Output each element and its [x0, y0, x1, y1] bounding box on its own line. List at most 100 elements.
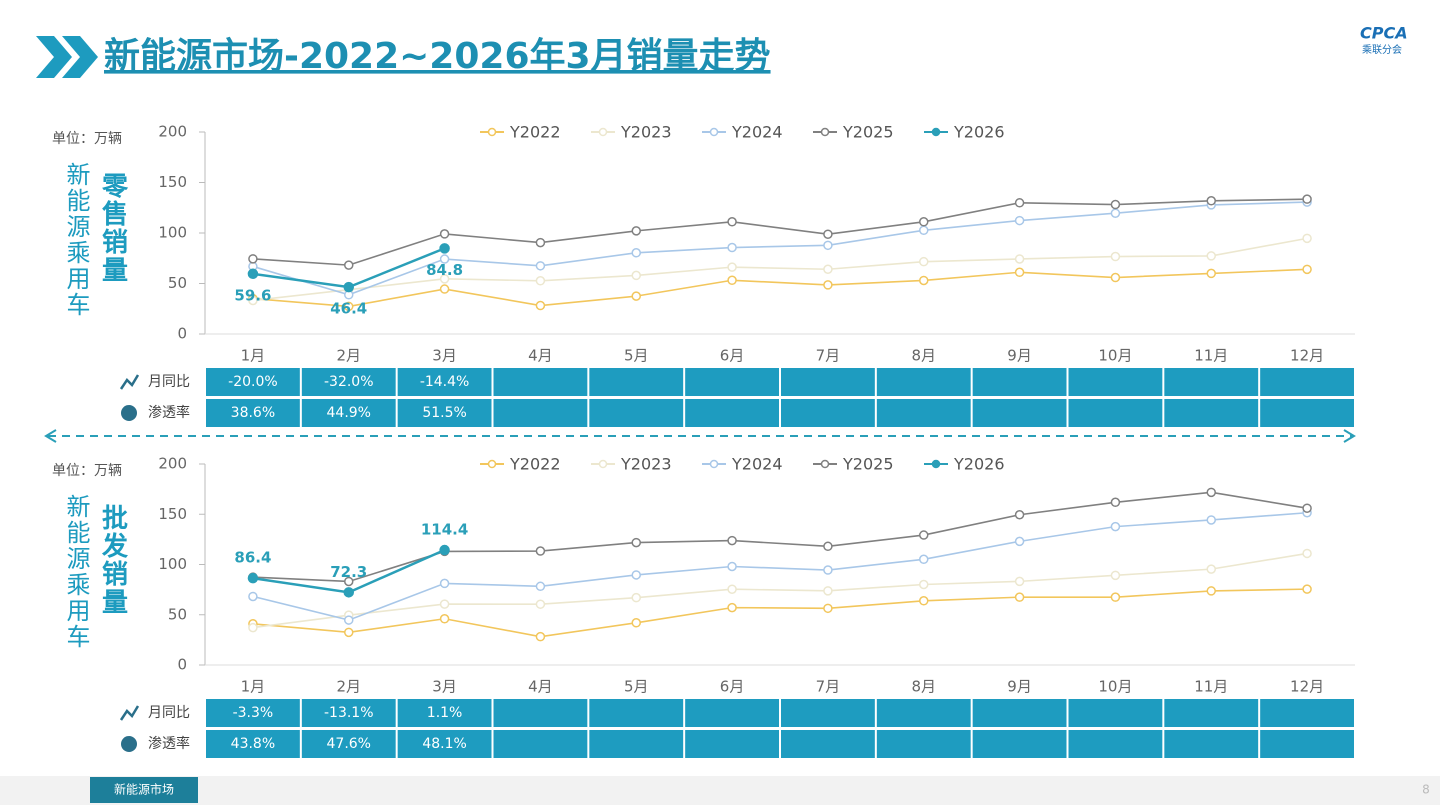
series-marker [823, 229, 833, 239]
legend-marker [820, 127, 830, 137]
y-tick-label: 200 [158, 123, 187, 141]
x-tick-label: 5月 [624, 347, 649, 365]
cell-value: 38.6% [231, 405, 275, 421]
divider-arrow [1343, 429, 1356, 443]
data-label: 46.4 [330, 300, 367, 318]
series-marker [919, 275, 929, 286]
legend-marker [931, 459, 941, 469]
legend-label: Y2022 [509, 123, 561, 142]
series-marker [1014, 592, 1025, 602]
y-tick-label: 0 [177, 325, 187, 343]
series-marker [919, 579, 929, 590]
series-marker [823, 541, 833, 552]
series-marker [247, 572, 259, 584]
series-marker [535, 631, 546, 642]
series-marker [727, 262, 737, 272]
footer-bar [0, 776, 1440, 805]
series-marker [248, 295, 258, 306]
data-label: 72.3 [330, 563, 367, 581]
x-tick-label: 4月 [528, 678, 553, 696]
series-marker [727, 242, 737, 253]
series-marker [823, 565, 833, 575]
series-marker [1014, 254, 1025, 264]
x-tick-label: 11月 [1194, 678, 1228, 696]
table-cell [1164, 399, 1259, 427]
series-marker [439, 243, 450, 254]
cell-value: 47.6% [327, 736, 371, 752]
series-marker [1110, 272, 1121, 283]
footer-tab-active[interactable] [90, 777, 198, 803]
table-cell [685, 730, 779, 758]
table-cell [876, 699, 971, 727]
slide-title: 新能源市场-2022~2026年3月销量走势 [104, 36, 771, 77]
divider-arrow [44, 429, 57, 443]
x-tick-label: 12月 [1290, 678, 1324, 696]
series-marker [535, 276, 546, 286]
series-marker [439, 274, 450, 284]
y-tick-label: 150 [158, 505, 187, 523]
row-icon [121, 405, 137, 421]
series-marker [631, 291, 641, 301]
table-cell [493, 730, 588, 758]
series-line [252, 198, 1308, 266]
legend-marker [931, 127, 941, 137]
series-marker [1014, 510, 1025, 520]
series-line [252, 511, 1308, 621]
legend-marker [487, 127, 497, 137]
table-cell [972, 399, 1067, 427]
cell-value: 48.1% [422, 736, 466, 752]
metric-label: 零售销量 [98, 172, 128, 284]
x-tick-label: 7月 [816, 347, 841, 365]
footer-tab-label[interactable]: 新能源市场 [114, 782, 174, 797]
series-marker [1110, 251, 1121, 262]
legend-marker [598, 459, 608, 469]
row-label: 渗透率 [148, 735, 190, 752]
series-marker [1206, 268, 1216, 279]
series-line [252, 268, 1308, 308]
series-marker [247, 268, 259, 280]
table-cell [589, 368, 684, 396]
legend-marker [709, 127, 719, 137]
table-cell [1164, 730, 1259, 758]
series-marker [439, 578, 450, 589]
table-cell [972, 730, 1067, 758]
series-marker [439, 544, 450, 556]
table-cell [1068, 699, 1163, 727]
table-cell [206, 699, 300, 727]
x-tick-label: 10月 [1098, 678, 1132, 696]
table-cell [1260, 699, 1354, 727]
series-marker [823, 603, 833, 614]
table-cell [301, 368, 396, 396]
series-marker [344, 576, 354, 587]
series-marker [1014, 536, 1025, 547]
series-marker [343, 587, 354, 598]
series-marker [919, 596, 929, 606]
series-marker [1206, 251, 1216, 261]
metric-label: 批发销量 [98, 504, 129, 616]
series-marker [535, 261, 546, 271]
series-marker [919, 530, 929, 540]
table-cell [685, 699, 779, 727]
row-label: 月同比 [148, 374, 190, 390]
table-cell [1260, 399, 1354, 427]
series-marker [535, 546, 546, 556]
cell-value: -14.4% [420, 374, 470, 390]
series-marker [344, 301, 354, 312]
series-marker [344, 260, 354, 270]
unit-label: 单位：万辆 [52, 131, 122, 147]
x-tick-label: 10月 [1098, 347, 1132, 365]
legend-label: Y2026 [953, 455, 1005, 474]
legend-label: Y2023 [620, 455, 672, 474]
series-marker [535, 300, 546, 311]
series-marker [1110, 497, 1121, 508]
cell-value: 51.5% [422, 405, 466, 421]
table-cell [781, 730, 875, 758]
y-tick-label: 100 [158, 224, 187, 242]
series-marker [1206, 196, 1216, 206]
x-tick-label: 11月 [1194, 347, 1228, 365]
cell-value: -32.0% [324, 374, 374, 390]
series-marker [248, 591, 258, 602]
series-marker [631, 618, 641, 628]
table-cell [301, 730, 396, 758]
unit-label: 单位：万辆 [52, 463, 122, 479]
